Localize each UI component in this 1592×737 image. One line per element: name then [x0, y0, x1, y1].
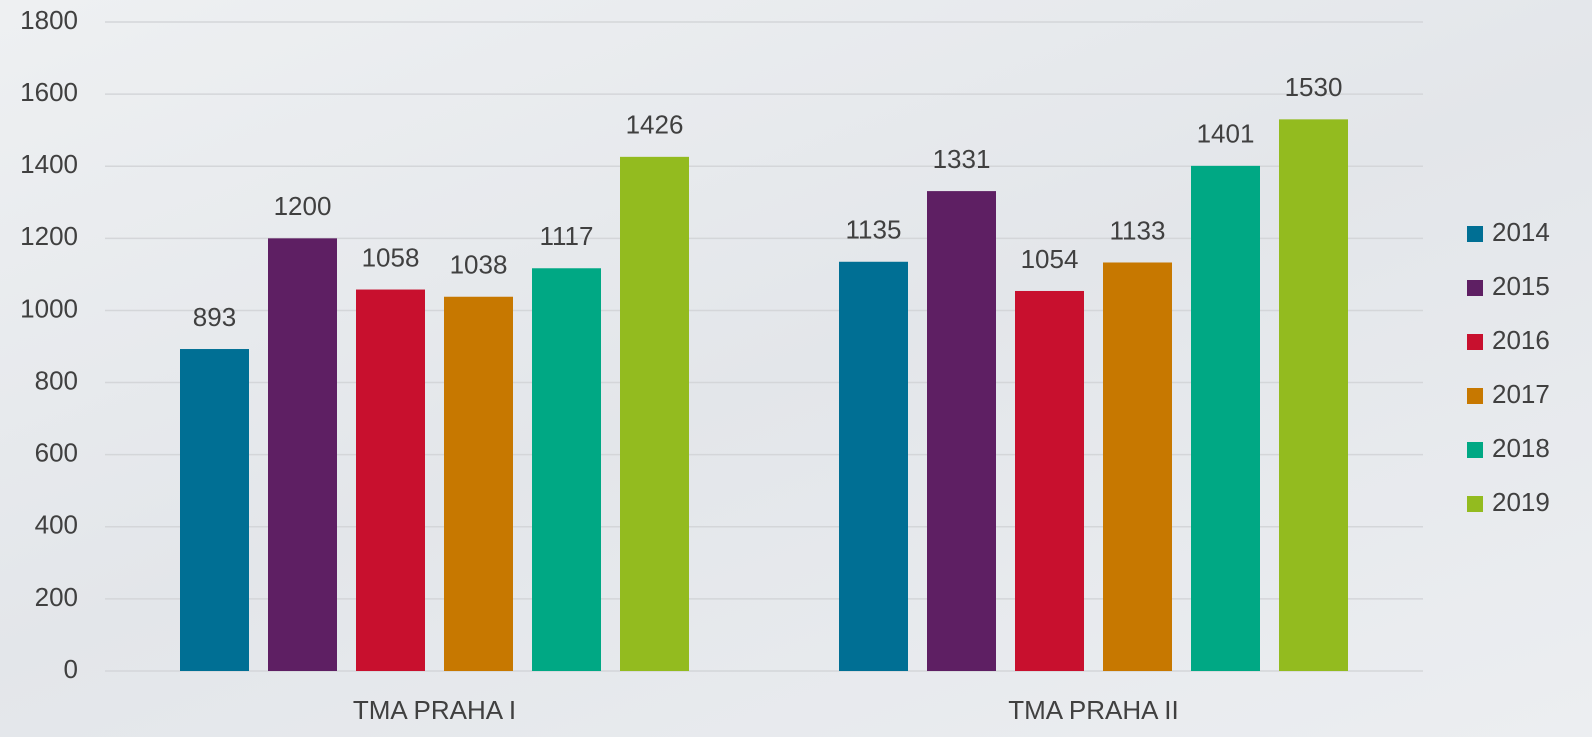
- legend-swatch: [1467, 442, 1483, 458]
- bar: [180, 349, 249, 671]
- y-tick-label: 1200: [20, 221, 78, 251]
- bar: [620, 156, 689, 671]
- legend-label: 2014: [1492, 217, 1550, 247]
- y-tick-label: 1800: [20, 5, 78, 35]
- y-tick-label: 1600: [20, 77, 78, 107]
- legend-label: 2018: [1492, 433, 1550, 463]
- data-label: 1401: [1197, 119, 1255, 149]
- data-label: 1058: [362, 242, 420, 272]
- data-label: 1135: [846, 215, 902, 245]
- data-label: 1038: [450, 250, 508, 280]
- data-label: 1530: [1285, 72, 1343, 102]
- legend-swatch: [1467, 496, 1483, 512]
- bar: [1015, 290, 1084, 671]
- bar: [268, 238, 337, 672]
- y-tick-label: 0: [64, 654, 78, 684]
- legend-label: 2015: [1492, 271, 1550, 301]
- bar: [356, 289, 425, 671]
- data-label: 1117: [540, 221, 594, 251]
- data-label: 893: [193, 302, 236, 332]
- y-tick-label: 200: [35, 582, 78, 612]
- bar: [839, 261, 908, 671]
- legend-swatch: [1467, 226, 1483, 242]
- bar: [927, 191, 996, 671]
- bar: [532, 268, 601, 671]
- legend-label: 2016: [1492, 325, 1550, 355]
- x-tick-label: TMA PRAHA II: [1008, 695, 1179, 725]
- y-tick-label: 800: [35, 365, 78, 395]
- x-tick-label: TMA PRAHA I: [353, 695, 516, 725]
- legend-swatch: [1467, 334, 1483, 350]
- bar: [1279, 119, 1348, 672]
- legend-swatch: [1467, 388, 1483, 404]
- y-tick-label: 400: [35, 510, 78, 540]
- legend-label: 2019: [1492, 487, 1550, 517]
- data-label: 1200: [274, 191, 332, 221]
- y-tick-label: 600: [35, 438, 78, 468]
- data-label: 1331: [933, 144, 991, 174]
- data-label: 1426: [626, 110, 684, 140]
- legend-label: 2017: [1492, 379, 1550, 409]
- legend-swatch: [1467, 280, 1483, 296]
- bar: [1191, 165, 1260, 671]
- y-tick-label: 1000: [20, 293, 78, 323]
- bar: [444, 296, 513, 671]
- data-label: 1133: [1110, 215, 1166, 245]
- bar: [1103, 262, 1172, 671]
- data-label: 1054: [1021, 244, 1079, 274]
- y-tick-label: 1400: [20, 149, 78, 179]
